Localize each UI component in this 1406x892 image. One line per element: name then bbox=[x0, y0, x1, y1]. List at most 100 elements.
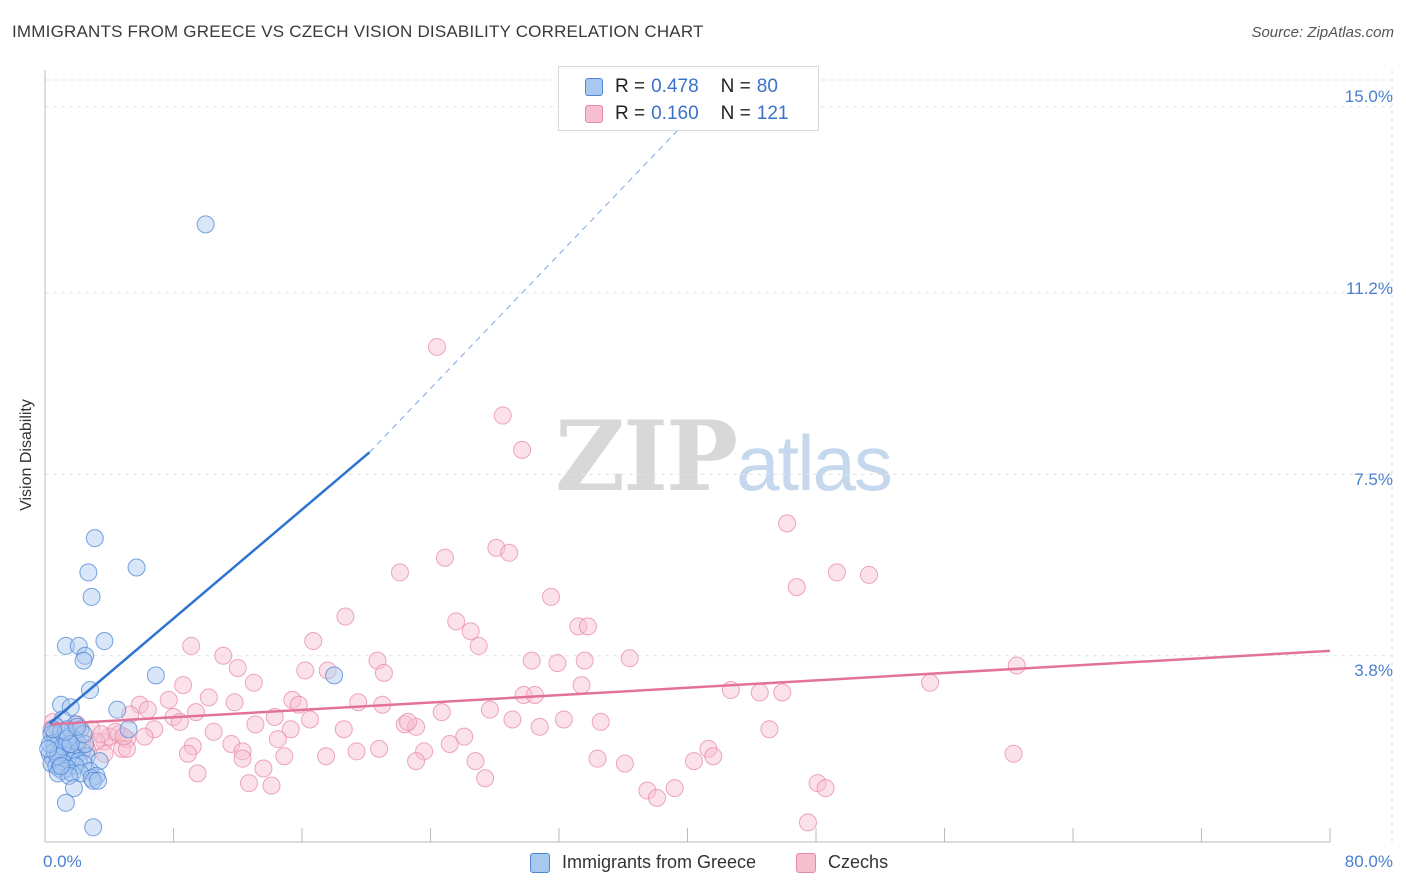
legend-r-label: R = bbox=[615, 76, 646, 97]
czechs-point bbox=[233, 742, 252, 761]
czechs-point bbox=[214, 646, 233, 665]
y-tick-label: 11.2% bbox=[1346, 279, 1393, 298]
czechs-point bbox=[591, 712, 610, 731]
czechs-point bbox=[228, 658, 247, 677]
czechs-point bbox=[476, 769, 495, 788]
series-legend: Immigrants from Greece Czechs bbox=[530, 852, 928, 873]
czechs-point bbox=[268, 730, 287, 749]
greece-point bbox=[90, 752, 109, 771]
czechs-point bbox=[174, 676, 193, 695]
legend-n-label: N = bbox=[720, 76, 751, 97]
watermark-zip: ZIP bbox=[555, 400, 738, 513]
greece-point bbox=[52, 757, 71, 776]
czechs-point bbox=[262, 776, 281, 795]
czechs-point bbox=[773, 683, 792, 702]
legend-r-value: 0.160 bbox=[651, 103, 699, 124]
czechs-point bbox=[778, 514, 797, 533]
czechs-point bbox=[254, 759, 273, 778]
greece-point bbox=[84, 771, 103, 790]
czechs-point bbox=[816, 779, 835, 798]
czechs-point bbox=[370, 739, 389, 758]
czechs-point bbox=[440, 734, 459, 753]
czechs-point bbox=[827, 563, 846, 582]
czechs-trend-line bbox=[49, 649, 1331, 726]
czechs-point bbox=[578, 617, 597, 636]
watermark: ZIPatlas bbox=[555, 400, 893, 513]
czechs-point bbox=[347, 742, 366, 761]
x-tick-label-max: 80.0% bbox=[1344, 852, 1393, 871]
czechs-point bbox=[186, 703, 205, 722]
czechs-point bbox=[188, 764, 207, 783]
greece-trend-line bbox=[49, 451, 371, 725]
chart-title: IMMIGRANTS FROM GREECE VS CZECH VISION D… bbox=[12, 22, 704, 41]
czechs-points bbox=[42, 337, 1026, 832]
czechs-point bbox=[135, 727, 154, 746]
czechs-point bbox=[665, 779, 684, 798]
czechs-point bbox=[301, 710, 320, 729]
stats-legend: R = 0.478 N = 80 R = 0.160 N = 121 bbox=[558, 66, 819, 131]
czechs-point bbox=[530, 717, 549, 736]
czechs-point bbox=[503, 710, 522, 729]
series-legend-czechs[interactable]: Czechs bbox=[796, 852, 888, 873]
czechs-point bbox=[455, 727, 474, 746]
greece-trend-extension bbox=[369, 111, 696, 453]
greece-point bbox=[74, 651, 93, 670]
czechs-point bbox=[275, 747, 294, 766]
czechs-point bbox=[92, 725, 111, 744]
czechs-point bbox=[461, 622, 480, 641]
greece-point bbox=[146, 666, 165, 685]
czechs-point bbox=[239, 774, 258, 793]
greece-point bbox=[68, 717, 87, 736]
czechs-point bbox=[469, 636, 488, 655]
czechs-point bbox=[395, 715, 414, 734]
czechs-point bbox=[588, 749, 607, 768]
legend-n-value: 121 bbox=[756, 103, 789, 124]
greece-point bbox=[95, 632, 114, 651]
czechs-point bbox=[760, 720, 779, 739]
x-tick-label-min: 0.0% bbox=[43, 852, 82, 871]
czechs-point bbox=[296, 661, 315, 680]
czechs-point bbox=[204, 722, 223, 741]
czechs-point bbox=[638, 781, 657, 800]
czechs-point bbox=[246, 715, 265, 734]
greece-point bbox=[196, 215, 215, 234]
greece-point bbox=[56, 636, 75, 655]
trend-lines bbox=[49, 111, 1331, 726]
czechs-point bbox=[647, 788, 666, 807]
legend-swatch-pink bbox=[585, 105, 603, 123]
czechs-point bbox=[513, 440, 532, 459]
source-label: Source: ZipAtlas.com bbox=[1251, 24, 1394, 41]
czechs-point bbox=[159, 690, 178, 709]
legend-swatch-blue bbox=[585, 78, 603, 96]
czechs-point bbox=[304, 632, 323, 651]
greece-point bbox=[119, 720, 138, 739]
czechs-point bbox=[199, 688, 218, 707]
czechs-point bbox=[569, 617, 588, 636]
series-legend-label: Immigrants from Greece bbox=[562, 852, 757, 872]
y-axis-label: Vision Disability bbox=[18, 399, 35, 511]
czechs-point bbox=[921, 673, 940, 692]
czechs-point bbox=[548, 654, 567, 673]
czechs-point bbox=[222, 734, 241, 753]
czechs-point bbox=[480, 700, 499, 719]
legend-swatch-pink bbox=[796, 852, 817, 873]
watermark-atlas: atlas bbox=[736, 419, 893, 507]
czechs-point bbox=[435, 548, 454, 567]
czechs-point bbox=[178, 744, 197, 763]
legend-r-value: 0.478 bbox=[651, 76, 699, 97]
czechs-point bbox=[1007, 656, 1026, 675]
greece-point bbox=[84, 818, 103, 837]
czechs-point bbox=[620, 649, 639, 668]
czechs-point bbox=[541, 587, 560, 606]
czechs-point bbox=[860, 565, 879, 584]
series-legend-greece[interactable]: Immigrants from Greece bbox=[530, 852, 756, 873]
czechs-point bbox=[500, 543, 519, 562]
czechs-point bbox=[493, 406, 512, 425]
czechs-point bbox=[390, 563, 409, 582]
greece-point bbox=[82, 587, 101, 606]
y-tick-label: 15.0% bbox=[1344, 87, 1393, 106]
greece-point bbox=[69, 636, 88, 655]
greece-point bbox=[108, 700, 127, 719]
czechs-point bbox=[798, 813, 817, 832]
